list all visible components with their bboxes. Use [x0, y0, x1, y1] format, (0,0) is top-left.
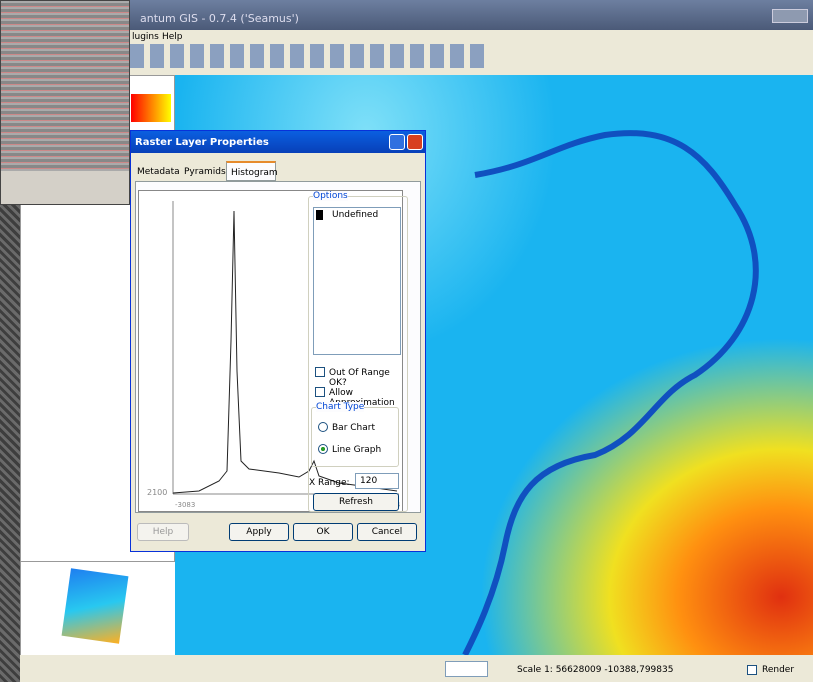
- button-label: Help: [152, 527, 174, 537]
- overview-raster: [61, 568, 129, 644]
- x-min-label: -3083: [175, 501, 196, 509]
- tab-label: Histogram: [231, 168, 278, 178]
- overview-map: [21, 561, 176, 656]
- chart-type-group: Chart Type Bar Chart Line Graph: [311, 402, 399, 467]
- title-bar: antum GIS - 0.7.4 ('Seamus'): [20, 0, 813, 30]
- radio-label: Line Graph: [332, 445, 382, 455]
- button-label: Apply: [246, 527, 272, 537]
- menu-item[interactable]: Help: [162, 32, 183, 42]
- x-range-spin[interactable]: 120: [355, 473, 399, 489]
- options-group: Options Undefined Out Of Range OK? Allow…: [308, 191, 408, 512]
- dialog-title-bar: Raster Layer Properties: [131, 131, 425, 153]
- button-label: OK: [316, 527, 330, 537]
- image-window: [0, 0, 130, 205]
- ok-button[interactable]: OK: [293, 523, 353, 541]
- coord-box: [445, 661, 488, 677]
- dialog: Raster Layer Properties Metadata Pyramid…: [130, 130, 426, 552]
- button-label: Refresh: [339, 497, 373, 507]
- image-thumb: [1, 1, 129, 171]
- radio-label: Bar Chart: [332, 423, 375, 433]
- radio[interactable]: [318, 422, 328, 432]
- group-title: Chart Type: [316, 402, 365, 412]
- menu-item[interactable]: lugins: [132, 32, 159, 42]
- status-bar: Scale 1: 56628009 -10388,799835 Render: [20, 655, 813, 682]
- legend-swatch: [131, 94, 171, 122]
- render-label: Render: [762, 665, 795, 675]
- list-item[interactable]: Undefined: [316, 210, 378, 220]
- dialog-title: Raster Layer Properties: [135, 137, 269, 148]
- window-title: antum GIS - 0.7.4 ('Seamus'): [140, 12, 299, 25]
- tab-page: 2100 -3083 894 Options Undefined Out Of …: [135, 181, 421, 513]
- apply-button[interactable]: Apply: [229, 523, 289, 541]
- radio[interactable]: [318, 444, 328, 454]
- tab[interactable]: Pyramids: [184, 167, 226, 177]
- tab-active[interactable]: Histogram: [226, 161, 278, 181]
- y-label: 2100: [147, 488, 168, 497]
- tab[interactable]: Metadata: [137, 167, 180, 177]
- refresh-button[interactable]: Refresh: [313, 493, 399, 511]
- help-dialog-button[interactable]: Help: [137, 523, 189, 541]
- render-checkbox[interactable]: [747, 665, 757, 675]
- checkbox[interactable]: [315, 387, 325, 397]
- close-button[interactable]: [407, 134, 423, 150]
- river: [462, 130, 759, 655]
- band-list[interactable]: Undefined: [313, 207, 401, 355]
- cancel-button[interactable]: Cancel: [357, 523, 417, 541]
- window-controls[interactable]: [772, 9, 808, 23]
- toolbar: [130, 44, 490, 68]
- x-range-label: X Range:: [309, 478, 350, 488]
- help-button[interactable]: [389, 134, 405, 150]
- x-range-value: 120: [360, 476, 378, 486]
- scale-text: Scale 1: 56628009 -10388,799835: [517, 665, 674, 675]
- button-label: Cancel: [371, 527, 403, 537]
- checkbox-label: Out Of Range OK?: [329, 368, 390, 388]
- group-title: Options: [313, 191, 348, 201]
- checkbox[interactable]: [315, 367, 325, 377]
